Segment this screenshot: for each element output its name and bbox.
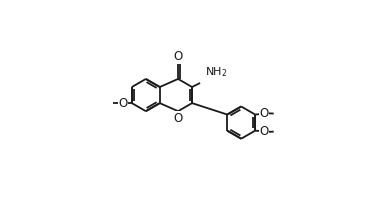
Text: O: O: [173, 112, 183, 125]
Text: NH$_2$: NH$_2$: [204, 66, 227, 79]
Text: O: O: [260, 125, 268, 138]
Text: O: O: [173, 50, 183, 63]
Text: O: O: [118, 97, 128, 110]
Text: O: O: [260, 107, 268, 120]
